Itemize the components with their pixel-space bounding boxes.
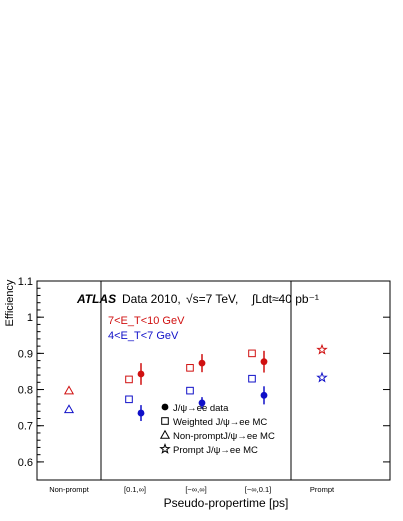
legend-label-weighted-mc: Weighted J/ψ→ee MC: [173, 417, 267, 428]
y-axis-label: Efficiency: [4, 279, 16, 326]
x-category-label: [−∞,0.1]: [245, 485, 271, 494]
header-energy: √s=7 TeV,: [186, 292, 238, 306]
legend-marker-open-star: [159, 442, 171, 454]
y-tick-label: 0.8: [18, 385, 33, 397]
y-axis-ticks: [37, 280, 390, 463]
x-category-labels: Non-prompt [0.1,∞] [−∞,∞] [−∞,0.1] Prompt: [49, 485, 335, 494]
legend-marker-open-triangle: [159, 429, 171, 439]
marker-data: [137, 409, 145, 417]
marker-non-prompt-mc: [63, 385, 75, 395]
bin-label-low: 4<E_T<7 GeV: [108, 330, 179, 342]
x-category-label: [−∞,∞]: [185, 485, 206, 494]
marker-weighted-mc: [248, 374, 256, 383]
header-lumi: ∫Ldt≈40 pb⁻¹: [251, 292, 319, 306]
legend-marker-filled-circle: [161, 403, 169, 411]
x-category-label: Non-prompt: [49, 485, 90, 494]
marker-data: [260, 358, 268, 366]
y-tick-label: 0.6: [18, 457, 33, 469]
x-axis-label: Pseudo-propertime [ps]: [164, 496, 289, 510]
bin-label-high: 7<E_T<10 GeV: [108, 315, 185, 327]
header-dataset: Data 2010,: [122, 292, 181, 306]
marker-non-prompt-mc: [63, 404, 75, 414]
marker-weighted-mc: [186, 386, 194, 395]
marker-data: [260, 391, 268, 399]
legend-marker-open-square: [161, 417, 169, 425]
marker-data: [137, 370, 145, 378]
plot-frame: [36, 280, 391, 481]
marker-weighted-mc: [125, 395, 133, 404]
y-tick-label: 1: [27, 312, 33, 324]
legend-markers: [159, 403, 171, 454]
y-axis-tick-labels: 0.6 0.7 0.8 0.9 1 1.1: [18, 276, 33, 469]
marker-data: [198, 399, 206, 407]
x-category-label: [0.1,∞]: [124, 485, 146, 494]
marker-prompt-mc: [316, 371, 328, 383]
legend-label-data: J/ψ→ee data: [173, 403, 229, 414]
data-markers: [63, 343, 328, 417]
marker-data: [198, 359, 206, 367]
y-tick-label: 0.7: [18, 421, 33, 433]
marker-prompt-mc: [316, 343, 328, 355]
y-tick-label: 0.9: [18, 348, 33, 360]
legend-label-prompt-mc: Prompt J/ψ→ee MC: [173, 445, 258, 456]
marker-weighted-mc: [125, 375, 133, 384]
x-category-label: Prompt: [310, 485, 335, 494]
marker-weighted-mc: [186, 364, 194, 372]
y-tick-label: 1.1: [18, 276, 33, 288]
marker-weighted-mc: [248, 349, 256, 358]
legend-label-non-prompt-mc: Non-promptJ/ψ→ee MC: [173, 431, 275, 442]
header-experiment: ATLAS: [76, 292, 116, 306]
